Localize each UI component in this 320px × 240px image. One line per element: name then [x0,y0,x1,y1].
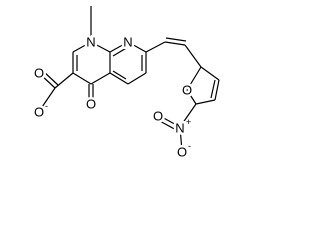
molecule: N N O O - O O N + O O - [33,6,220,160]
atom: O [34,105,44,120]
atom: N [86,35,95,50]
charge: - [45,101,48,111]
atom: O [153,109,163,124]
atom: O [34,66,44,81]
atom: N [123,35,132,50]
atom: O [182,83,192,98]
atom: O [86,97,96,112]
charge: + [186,117,191,127]
bonds [39,6,220,152]
charge: - [188,141,191,151]
atom: O [177,145,187,160]
atom: N [175,121,184,136]
